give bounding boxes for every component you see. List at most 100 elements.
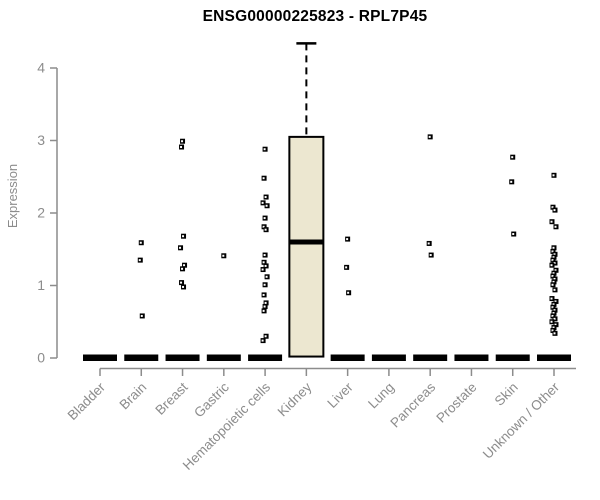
y-tick-label: 2 bbox=[37, 205, 45, 221]
outlier-point-center bbox=[552, 174, 555, 177]
box-liver bbox=[330, 354, 365, 361]
outlier-point-center bbox=[140, 314, 143, 317]
outlier-point-center bbox=[550, 220, 553, 223]
outlier-point-center bbox=[554, 300, 557, 303]
outlier-point-center bbox=[138, 259, 141, 262]
outlier-point-center bbox=[550, 297, 553, 300]
x-tick-label-unknown-other: Unknown / Other bbox=[480, 379, 563, 462]
outlier-point-center bbox=[265, 204, 268, 207]
outlier-point-center bbox=[427, 242, 430, 245]
outlier-point-center bbox=[551, 314, 554, 317]
outlier-point-center bbox=[182, 235, 185, 238]
y-tick-label: 4 bbox=[37, 60, 45, 76]
outlier-point-center bbox=[139, 241, 142, 244]
box-gastric bbox=[206, 354, 241, 361]
outlier-point-center bbox=[180, 281, 183, 284]
x-tick-label-pancreas: Pancreas bbox=[387, 379, 438, 430]
outlier-point-center bbox=[180, 146, 183, 149]
outlier-point-center bbox=[347, 291, 350, 294]
outlier-point-center bbox=[510, 180, 513, 183]
outlier-point-center bbox=[553, 209, 556, 212]
outlier-point-center bbox=[345, 266, 348, 269]
x-tick-label-bladder: Bladder bbox=[65, 379, 109, 423]
outlier-point-center bbox=[222, 254, 225, 257]
box-kidney bbox=[288, 135, 325, 358]
outlier-point-center bbox=[264, 301, 267, 304]
outlier-point-center bbox=[552, 303, 555, 306]
box-breast bbox=[165, 354, 200, 361]
box-prostate bbox=[454, 354, 489, 361]
outlier-point-center bbox=[551, 275, 554, 278]
outlier-point-center bbox=[179, 246, 182, 249]
outlier-point-center bbox=[554, 225, 557, 228]
outlier-point-center bbox=[264, 264, 267, 267]
outlier-point-center bbox=[263, 283, 266, 286]
outlier-point-center bbox=[261, 339, 264, 342]
outlier-point-center bbox=[551, 259, 554, 262]
outlier-point-center bbox=[264, 228, 267, 231]
outlier-point-center bbox=[511, 156, 514, 159]
outlier-point-center bbox=[554, 323, 557, 326]
outlier-point-center bbox=[550, 264, 553, 267]
x-tick-label-prostate: Prostate bbox=[433, 380, 479, 426]
outlier-point-center bbox=[264, 196, 267, 199]
x-tick-label-skin: Skin bbox=[492, 380, 521, 409]
outlier-point-center bbox=[553, 288, 556, 291]
x-tick-label-brain: Brain bbox=[117, 380, 150, 413]
x-tick-label-liver: Liver bbox=[324, 379, 356, 411]
outlier-point-center bbox=[183, 264, 186, 267]
outlier-point-center bbox=[552, 246, 555, 249]
outlier-point-center bbox=[263, 305, 266, 308]
outlier-point-center bbox=[552, 312, 555, 315]
chart-title: ENSG00000225823 - RPL7P45 bbox=[202, 8, 428, 25]
outlier-point-center bbox=[512, 233, 515, 236]
outlier-point-center bbox=[428, 135, 431, 138]
y-tick-label: 0 bbox=[37, 350, 45, 366]
outlier-point-center bbox=[552, 280, 555, 283]
outlier-point-center bbox=[181, 140, 184, 143]
outlier-point-center bbox=[553, 277, 556, 280]
outlier-point-center bbox=[553, 253, 556, 256]
outlier-point-center bbox=[262, 293, 265, 296]
outlier-point-center bbox=[552, 256, 555, 259]
outlier-point-center bbox=[346, 238, 349, 241]
box-bladder bbox=[83, 354, 117, 361]
outlier-point-center bbox=[262, 309, 265, 312]
outlier-point-center bbox=[181, 267, 184, 270]
outlier-point-center bbox=[552, 326, 555, 329]
outlier-point-center bbox=[262, 177, 265, 180]
outlier-point-center bbox=[261, 268, 264, 271]
y-tick-label: 1 bbox=[37, 277, 45, 293]
outlier-point-center bbox=[552, 272, 555, 275]
box-lung bbox=[371, 354, 406, 361]
box-brain bbox=[124, 354, 159, 361]
outlier-point-center bbox=[553, 317, 556, 320]
outlier-point-center bbox=[553, 309, 556, 312]
box-pancreas bbox=[413, 354, 448, 361]
box-skin bbox=[495, 354, 530, 361]
outlier-point-center bbox=[551, 283, 554, 286]
outlier-point-center bbox=[261, 201, 264, 204]
x-tick-label-breast: Breast bbox=[152, 379, 190, 417]
outlier-point-center bbox=[263, 217, 266, 220]
outlier-point-center bbox=[554, 269, 557, 272]
outlier-point-center bbox=[551, 206, 554, 209]
outlier-point-center bbox=[551, 306, 554, 309]
outlier-point-center bbox=[551, 329, 554, 332]
x-tick-label-kidney: Kidney bbox=[275, 379, 315, 419]
outlier-point-center bbox=[262, 225, 265, 228]
outlier-point-center bbox=[262, 261, 265, 264]
outlier-point-center bbox=[263, 254, 266, 257]
outlier-point-center bbox=[263, 148, 266, 151]
box-unknown-other bbox=[537, 354, 571, 361]
outlier-point-center bbox=[182, 285, 185, 288]
x-tick-label-lung: Lung bbox=[365, 380, 397, 412]
box-hematopoietic-cells bbox=[248, 354, 283, 361]
y-tick-label: 3 bbox=[37, 132, 45, 148]
outlier-point-center bbox=[553, 332, 556, 335]
outlier-point-center bbox=[264, 335, 267, 338]
outlier-point-center bbox=[429, 254, 432, 257]
outlier-point-center bbox=[265, 275, 268, 278]
